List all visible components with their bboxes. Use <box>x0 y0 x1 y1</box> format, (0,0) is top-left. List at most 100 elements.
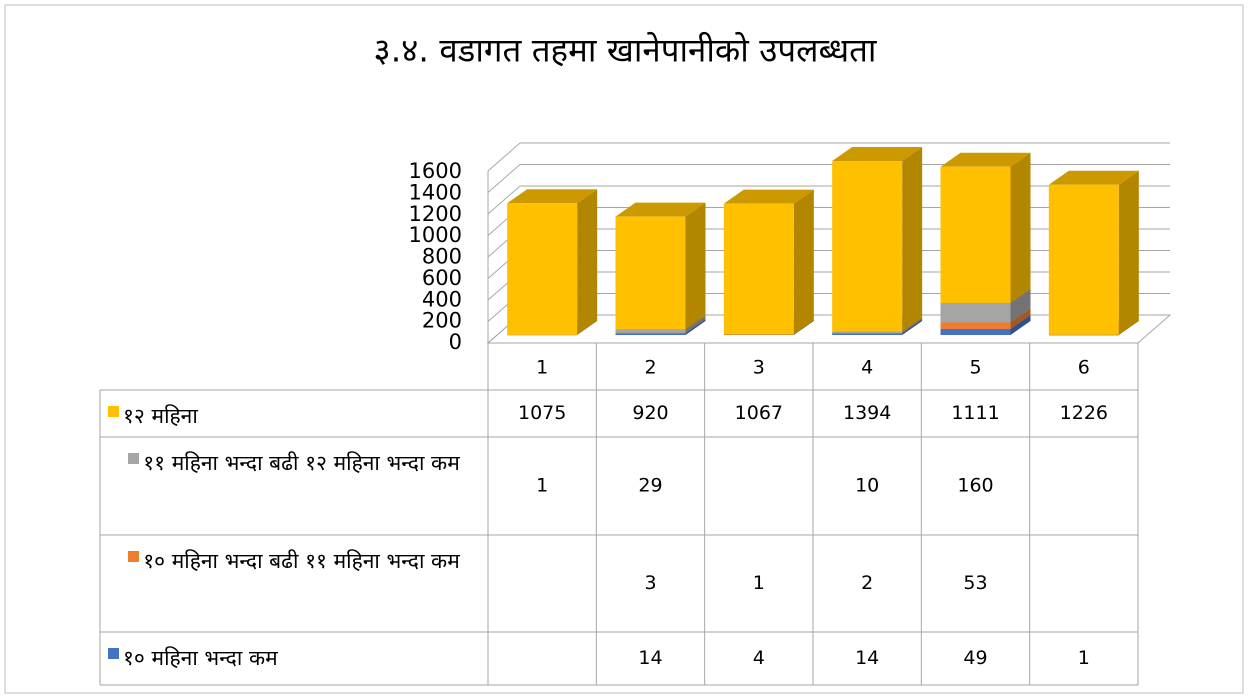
bar-side <box>902 317 923 334</box>
bar-top <box>615 202 706 217</box>
bar-side <box>793 320 814 335</box>
bar-front <box>723 334 794 335</box>
bar-top <box>1048 170 1139 185</box>
legend-swatch <box>128 551 140 562</box>
bar-side <box>1010 308 1031 329</box>
table-value: 1 <box>1078 647 1090 669</box>
bar-top <box>832 147 923 162</box>
table-value: 1 <box>753 572 765 594</box>
bar-side <box>902 319 923 335</box>
bar-side <box>902 147 923 332</box>
table-value: 14 <box>638 647 662 669</box>
y-tick-label: 1400 <box>409 180 462 204</box>
bar-front <box>615 333 686 335</box>
bar-front <box>615 332 686 334</box>
table-value: 10 <box>855 475 879 497</box>
bar-side <box>793 189 814 335</box>
bar-front <box>940 322 1011 329</box>
bar-front <box>832 161 903 332</box>
table-value: 2 <box>861 572 873 594</box>
bar-front <box>1048 184 1119 335</box>
bar-side <box>685 202 706 330</box>
table-value: 1 <box>536 475 548 497</box>
bar-front <box>832 333 903 334</box>
table-value: 14 <box>855 647 879 669</box>
legend-cell: १२ महिना <box>100 390 488 437</box>
y-tick-label: 600 <box>422 266 462 290</box>
bar-segment <box>507 189 598 335</box>
table-value: 1067 <box>735 402 783 424</box>
chart-frame <box>4 4 1244 694</box>
legend-label: १० महिना भन्दा बढी ११ महिना भन्दा कम <box>143 549 460 573</box>
bar-side <box>577 320 598 335</box>
legend-swatch <box>108 406 119 417</box>
x-tick-label: 3 <box>753 357 765 379</box>
table-value: 1075 <box>518 402 566 424</box>
bar-side <box>793 320 814 335</box>
bar-front <box>723 203 794 335</box>
x-tick-label: 4 <box>861 357 873 379</box>
bar-side <box>1010 288 1031 323</box>
bar-side <box>685 319 706 335</box>
x-tick-label: 1 <box>536 357 548 379</box>
y-tick-label: 1600 <box>409 159 462 183</box>
y-tick-label: 1200 <box>409 202 462 226</box>
bar-top <box>940 152 1031 167</box>
bar-segment <box>832 147 923 332</box>
y-tick-label: 0 <box>449 330 462 354</box>
bar-segment <box>1048 170 1139 335</box>
table-value: 1394 <box>843 402 891 424</box>
y-tick-label: 400 <box>422 287 462 311</box>
bar-front <box>940 302 1011 323</box>
table-value: 1111 <box>951 402 999 424</box>
bar-top <box>507 189 598 204</box>
table-value: 49 <box>963 647 987 669</box>
bar-side <box>685 318 706 334</box>
bar-front <box>615 329 686 333</box>
legend-cell: १० महिना भन्दा कम <box>100 632 488 680</box>
table-value: 160 <box>957 475 993 497</box>
bar-side <box>577 189 598 335</box>
bar-segment <box>723 189 814 335</box>
legend-swatch <box>128 453 140 464</box>
x-tick-label: 6 <box>1078 357 1090 379</box>
table-value: 1226 <box>1060 402 1108 424</box>
legend-cell: ११ महिना भन्दा बढी १२ महिना भन्दा कम <box>100 437 488 485</box>
legend-entry: १२ महिना <box>100 390 488 437</box>
bar-front <box>832 333 903 335</box>
bar-top <box>723 189 814 204</box>
grid-line <box>487 142 1170 172</box>
x-tick-label: 2 <box>644 357 656 379</box>
bar-segment <box>940 152 1031 303</box>
bar-front <box>940 166 1011 303</box>
legend-label: १० महिना भन्दा कम <box>123 646 278 670</box>
table-value: 920 <box>632 402 668 424</box>
table-value: 3 <box>644 572 656 594</box>
legend-swatch <box>108 648 119 659</box>
bar-side <box>1010 152 1031 303</box>
legend-entry: १० महिना भन्दा कम <box>100 632 488 680</box>
bar-front <box>832 331 903 334</box>
bar-front <box>1048 334 1119 336</box>
legend-cell: १० महिना भन्दा बढी ११ महिना भन्दा कम <box>100 535 488 583</box>
bar-side <box>685 315 706 333</box>
y-tick-label: 1000 <box>409 223 462 247</box>
x-tick-label: 5 <box>969 357 981 379</box>
bar-side <box>1118 170 1139 335</box>
y-tick-label: 800 <box>422 245 462 269</box>
table-value: 53 <box>963 572 987 594</box>
bar-segment <box>615 202 706 330</box>
bar-front <box>507 334 578 336</box>
legend-entry: ११ महिना भन्दा बढी १२ महिना भन्दा कम <box>100 437 488 485</box>
bar-side <box>1118 320 1139 335</box>
bar-side <box>902 319 923 334</box>
legend-entry: १० महिना भन्दा बढी ११ महिना भन्दा कम <box>100 535 488 583</box>
legend-label: ११ महिना भन्दा बढी १२ महिना भन्दा कम <box>143 451 460 475</box>
bar-side <box>1010 314 1031 335</box>
bar-front <box>615 216 686 330</box>
bar-front <box>940 328 1011 335</box>
bar-front <box>507 203 578 335</box>
table-value: 4 <box>753 647 765 669</box>
y-tick-label: 200 <box>422 309 462 333</box>
